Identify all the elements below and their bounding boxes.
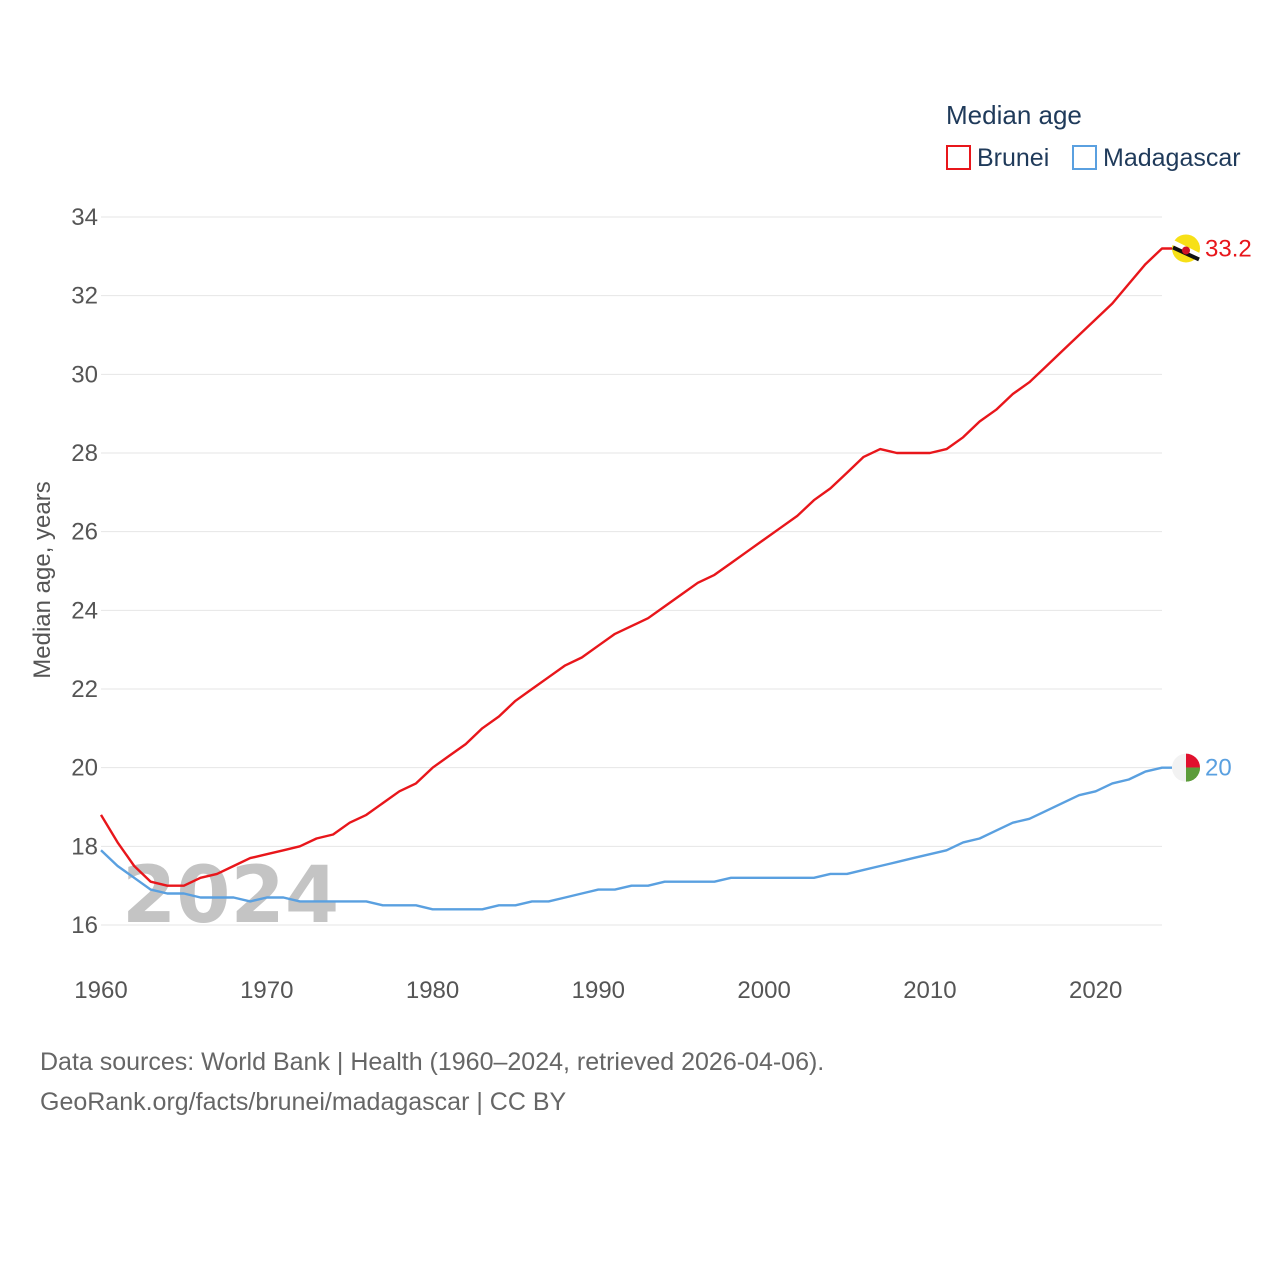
- legend-swatch-brunei: [946, 145, 971, 170]
- legend-label-madagascar: Madagascar: [1103, 144, 1241, 172]
- x-tick-label-1980: 1980: [406, 977, 459, 1004]
- x-tick-label-1960: 1960: [74, 977, 127, 1004]
- x-tick-label-1990: 1990: [572, 977, 625, 1004]
- legend[interactable]: Median age Brunei Madagascar: [946, 100, 1241, 172]
- y-tick-label-18: 18: [71, 833, 98, 860]
- y-tick-label-16: 16: [71, 912, 98, 939]
- series-line-madagascar[interactable]: [100, 766, 1172, 911]
- series-endpoints: 33.2 20: [1171, 234, 1252, 782]
- x-tick-label-2000: 2000: [737, 977, 790, 1004]
- y-axis-label: Median age, years: [29, 481, 56, 678]
- y-axis-ticks: 16 18 20 22 24 26 28 30 32 34: [71, 204, 98, 939]
- legend-item-madagascar[interactable]: Madagascar: [1072, 144, 1241, 172]
- brunei-flag-icon: [1171, 234, 1201, 263]
- series-line-brunei[interactable]: [99, 247, 1172, 887]
- madagascar-flag-icon: [1172, 753, 1200, 782]
- source-line-2: GeoRank.org/facts/brunei/madagascar | CC…: [40, 1088, 567, 1116]
- legend-label-brunei: Brunei: [977, 144, 1049, 172]
- grid: [101, 216, 1162, 926]
- y-tick-label-26: 26: [71, 519, 98, 546]
- x-tick-label-1970: 1970: [240, 977, 293, 1004]
- legend-swatch-madagascar: [1072, 145, 1097, 170]
- x-tick-label-2010: 2010: [903, 977, 956, 1004]
- y-tick-label-28: 28: [71, 440, 98, 467]
- legend-title: Median age: [946, 100, 1082, 130]
- source-line-1: Data sources: World Bank | Health (1960–…: [40, 1048, 825, 1076]
- y-tick-label-22: 22: [71, 676, 98, 703]
- y-tick-label-20: 20: [71, 755, 98, 782]
- legend-item-brunei[interactable]: Brunei: [946, 144, 1049, 172]
- y-tick-label-24: 24: [71, 597, 98, 624]
- y-tick-label-30: 30: [71, 361, 98, 388]
- end-value-label-madagascar: 20: [1205, 755, 1232, 782]
- source-note: Data sources: World Bank | Health (1960–…: [40, 1042, 824, 1122]
- end-value-label-brunei: 33.2: [1205, 235, 1252, 262]
- y-tick-label-32: 32: [71, 283, 98, 310]
- y-tick-label-34: 34: [71, 204, 98, 231]
- x-axis-ticks: 1960 1970 1980 1990 2000 2010 2020: [74, 977, 1122, 1004]
- series: [99, 247, 1172, 911]
- year-watermark: 2024: [122, 851, 339, 941]
- x-tick-label-2020: 2020: [1069, 977, 1122, 1004]
